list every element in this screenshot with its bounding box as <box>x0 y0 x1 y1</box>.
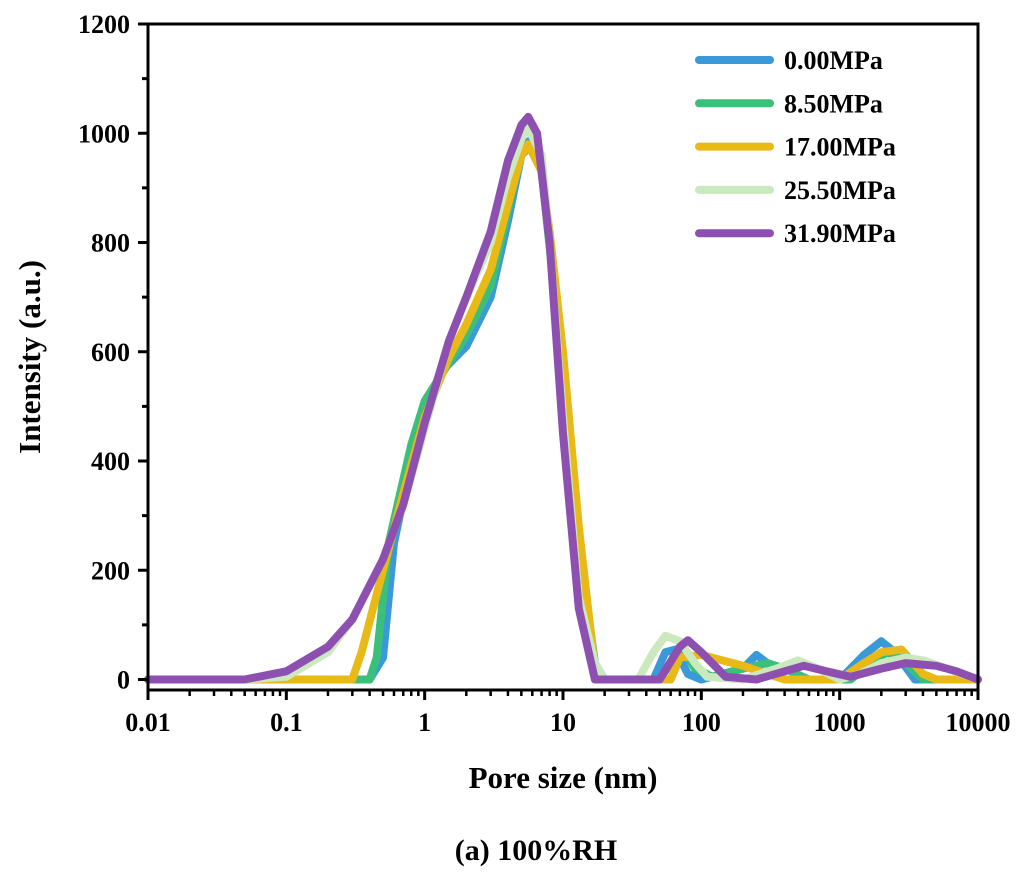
y-tick-label: 200 <box>91 556 130 585</box>
x-tick-labels: 0.01 0.1 1 10 100 1000 10000 <box>125 708 1010 737</box>
y-axis-label: Intensity (a.u.) <box>12 260 47 454</box>
x-tick-label: 1 <box>418 708 431 737</box>
x-tick-label: 1000 <box>814 708 866 737</box>
legend: 0.00MPa 8.50MPa 17.00MPa 25.50MPa 31.90MPa <box>695 46 896 248</box>
axis-ticks <box>138 22 980 700</box>
x-axis-label: Pore size (nm) <box>469 760 658 795</box>
legend-label-1: 8.50MPa <box>784 89 883 118</box>
legend-label-4: 31.90MPa <box>784 219 896 248</box>
legend-label-2: 17.00MPa <box>784 133 896 162</box>
x-tick-label: 10 <box>550 708 576 737</box>
x-tick-label: 0.01 <box>125 708 171 737</box>
x-tick-label: 10000 <box>946 708 1011 737</box>
x-tick-label: 0.1 <box>270 708 303 737</box>
y-tick-label: 800 <box>91 229 130 258</box>
y-tick-label: 1000 <box>78 119 130 148</box>
series-layer <box>144 112 982 684</box>
y-tick-labels: 0 200 400 600 800 1000 1200 <box>78 10 130 695</box>
y-tick-label: 0 <box>117 666 130 695</box>
x-tick-label: 100 <box>682 708 721 737</box>
legend-label-3: 25.50MPa <box>784 176 896 205</box>
series-line-4 <box>144 112 982 684</box>
legend-label-0: 0.00MPa <box>784 46 883 75</box>
y-tick-label: 600 <box>91 338 130 367</box>
y-tick-label: 1200 <box>78 10 130 39</box>
figure-caption: (a) 100%RH <box>455 834 617 867</box>
y-tick-label: 400 <box>91 447 130 476</box>
